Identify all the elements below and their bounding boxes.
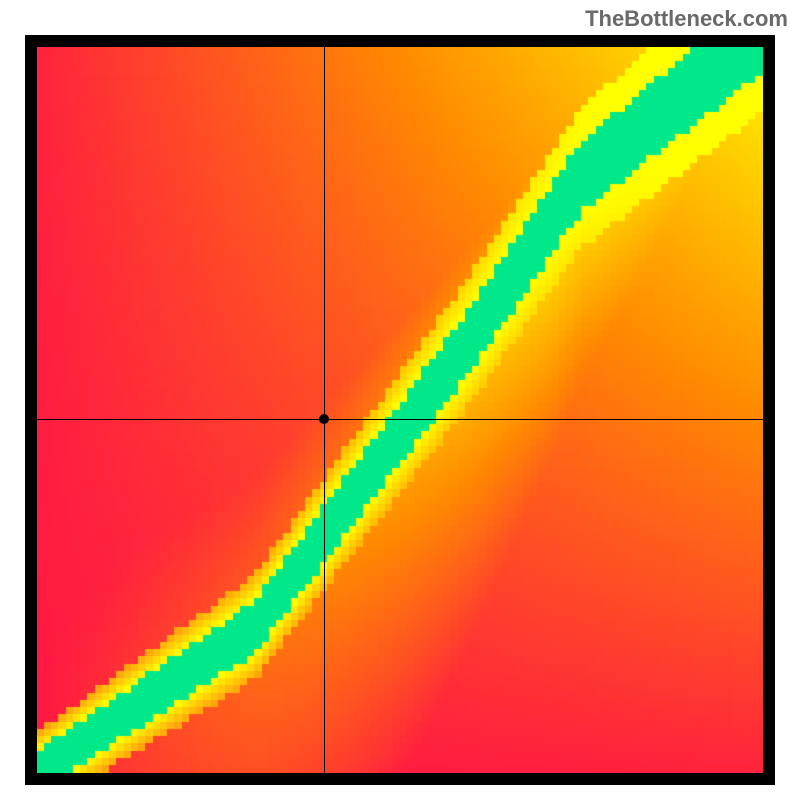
heatmap-chart: [25, 35, 775, 785]
heatmap-canvas: [37, 47, 763, 773]
marker-dot: [319, 414, 329, 424]
crosshair-vertical: [324, 35, 325, 785]
watermark-text: TheBottleneck.com: [585, 6, 788, 32]
container: TheBottleneck.com: [0, 0, 800, 800]
crosshair-horizontal: [25, 419, 775, 420]
